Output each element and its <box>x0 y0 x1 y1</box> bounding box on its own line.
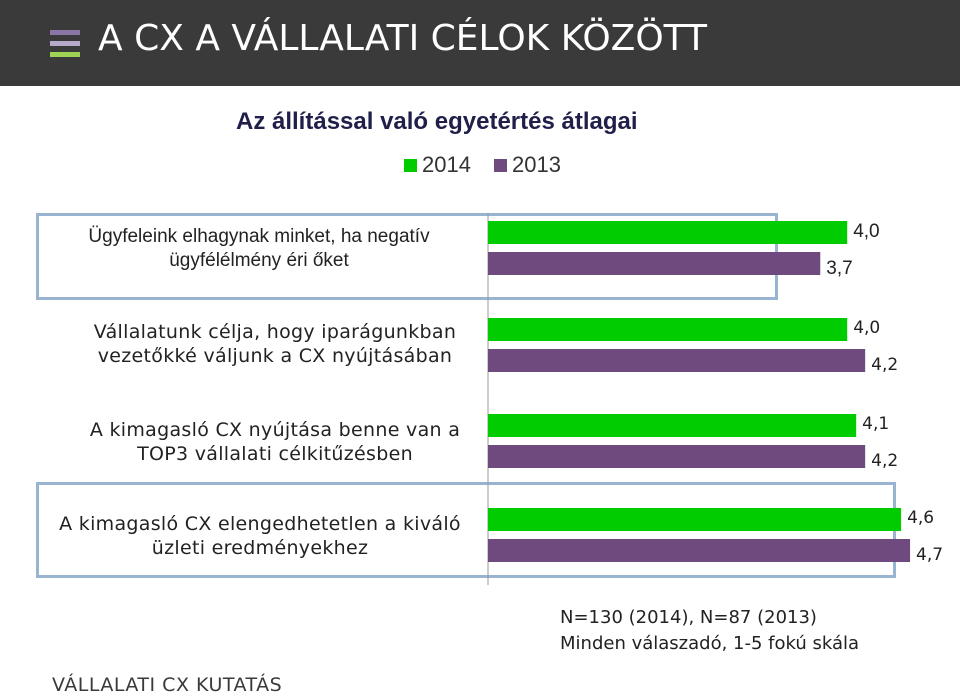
value-label-2013-2: 4,2 <box>871 355 899 375</box>
legend-label-2013: 2013 <box>512 152 561 177</box>
value-label-2014-3: 4,1 <box>862 414 890 434</box>
legend-swatch-2014 <box>404 159 417 172</box>
category-label-3: A kimagasló CX nyújtása benne van a TOP3… <box>89 419 461 465</box>
menu-icon[interactable] <box>50 30 80 60</box>
value-label-2013-4: 4,7 <box>916 545 944 565</box>
category-label-4: A kimagasló CX elengedhetetlen a kiváló … <box>59 513 461 559</box>
footer-label: VÁLLALATI CX KUTATÁS <box>52 674 283 696</box>
bar-2014-3 <box>488 414 857 437</box>
bar-2013-3 <box>488 445 866 468</box>
value-label-2013-3: 4,2 <box>871 451 899 471</box>
bar-2014-4 <box>488 508 902 531</box>
legend-swatch-2013 <box>494 159 507 172</box>
bar-2014-1 <box>488 221 848 244</box>
sample-note-line1: N=130 (2014), N=87 (2013) <box>560 607 817 628</box>
value-label-2013-1: 3,7 <box>826 258 853 279</box>
bar-2013-2 <box>488 349 866 372</box>
category-label-2: Vállalatunk célja, hogy iparágunkban vez… <box>93 321 457 367</box>
page-title: A CX A VÁLLALATI CÉLOK KÖZÖTT <box>98 18 708 59</box>
value-label-2014-2: 4,0 <box>853 318 881 338</box>
value-label-2014-1: 4,0 <box>853 221 880 242</box>
bar-2013-4 <box>488 539 911 562</box>
value-label-2014-4: 4,6 <box>907 508 935 528</box>
category-label-1: Ügyfeleink elhagynak minket, ha negatív … <box>88 226 430 271</box>
legend-label-2014: 2014 <box>422 152 471 177</box>
sample-note-line2: Minden válaszadó, 1-5 fokú skála <box>560 633 860 654</box>
sample-note: N=130 (2014), N=87 (2013) Minden válasza… <box>560 605 920 657</box>
chart-title: Az állítással való egyetértés átlagai <box>236 108 638 135</box>
bar-2014-2 <box>488 318 848 341</box>
bar-2013-1 <box>488 252 821 275</box>
header-bar: A CX A VÁLLALATI CÉLOK KÖZÖTT <box>0 0 960 86</box>
